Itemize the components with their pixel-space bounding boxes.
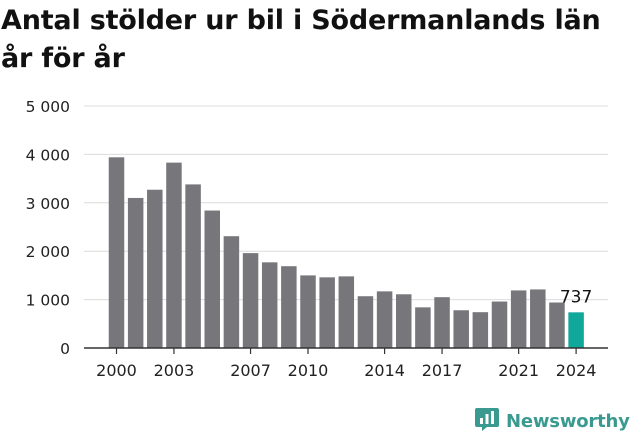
x-tick-label: 2017 [422,361,463,380]
bar-2007 [242,253,259,348]
bar-2009 [281,266,297,348]
bar-2000 [108,157,125,348]
bar-2004 [185,184,201,348]
y-tick-label: 4 000 [26,146,70,164]
x-tick-label: 2024 [556,361,597,380]
newsworthy-logo[interactable]: Newsworthy [474,406,630,437]
x-tick-label: 2014 [364,361,405,380]
bar-2019 [472,312,489,348]
x-tick-label: 2010 [288,361,329,380]
bar-2002 [147,189,163,348]
bar-2010 [300,275,316,348]
bar-2014 [376,291,393,348]
bars [108,157,584,348]
bar-2017 [434,297,450,348]
data-label-2024: 737 [560,287,592,307]
bar-2005 [204,210,220,348]
bar-2020 [491,301,508,348]
bar-2015 [396,294,412,348]
x-tick-label: 2007 [230,361,271,380]
y-tick-label: 1 000 [26,292,70,310]
bar-2011 [319,277,335,348]
y-tick-label: 3 000 [26,195,70,213]
bar-2023 [549,302,565,348]
bar-2012 [338,276,355,348]
bar-2016 [415,307,431,348]
data-labels: 737 [560,287,592,307]
x-tick-label: 2003 [154,361,195,380]
bar-2003 [166,162,182,348]
x-tick-label: 2000 [96,361,137,380]
bar-2013 [357,296,374,348]
bar-2022 [530,289,546,348]
bar-2008 [261,262,278,348]
y-tick-label: 0 [60,340,70,358]
bar-2001 [127,197,144,348]
brand-name: Newsworthy [506,411,630,432]
y-axis-ticks: 0 1 000 2 000 3 000 4 000 5 000 [26,98,70,358]
chart-title: Antal stölder ur bil i Södermanlands län… [1,5,601,74]
bar-2024 [568,312,584,348]
bar-chart-icon [474,406,500,437]
gridlines [84,105,608,301]
bar-2018 [453,310,469,348]
x-axis: 2000 2003 2007 2010 2014 2017 2021 2024 [84,347,608,380]
y-tick-label: 2 000 [26,243,70,261]
x-tick-label: 2021 [498,361,539,380]
bar-2021 [510,290,527,348]
bar-2006 [223,236,240,348]
y-tick-label: 5 000 [26,98,70,116]
